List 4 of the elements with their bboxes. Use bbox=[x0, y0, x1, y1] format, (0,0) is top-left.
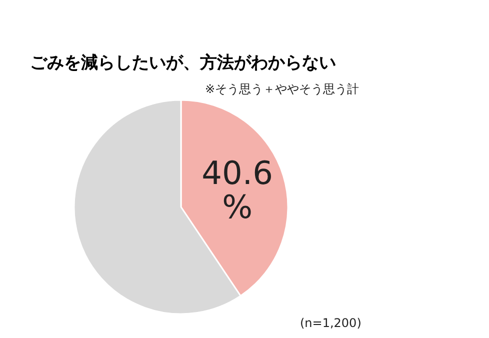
data-label: 40.6 % bbox=[202, 154, 273, 226]
chart-subtitle: ※そう思う＋ややそう思う計 bbox=[205, 82, 360, 96]
text: (n=1,200) bbox=[300, 316, 362, 330]
chart-title: ごみを減らしたいが、方法がわからない bbox=[30, 53, 336, 73]
